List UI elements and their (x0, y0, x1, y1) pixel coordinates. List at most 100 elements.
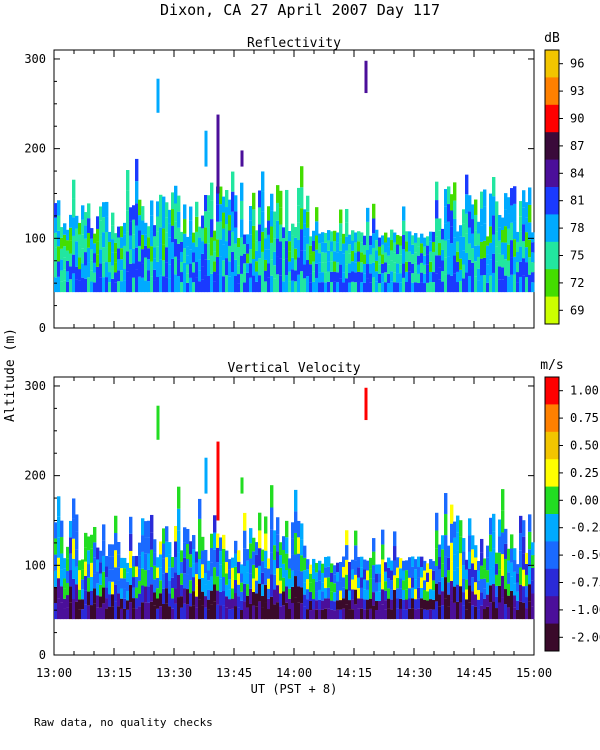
data-cell (309, 600, 313, 611)
data-cell (396, 598, 400, 609)
data-cell (207, 589, 211, 600)
data-cell (423, 609, 427, 620)
data-cell (507, 197, 511, 214)
data-cell (492, 601, 496, 620)
data-cell (420, 567, 424, 578)
data-cell (312, 558, 316, 569)
data-cell (132, 566, 136, 578)
data-cell (279, 555, 283, 568)
data-cell (315, 263, 319, 278)
data-cell (120, 568, 124, 579)
data-cell (126, 572, 130, 582)
data-cell (276, 274, 280, 293)
data-cell (213, 584, 217, 602)
data-cell (213, 281, 217, 293)
data-cell (387, 264, 391, 274)
data-cell (432, 580, 436, 591)
data-cell (129, 585, 133, 603)
data-cell (213, 251, 217, 262)
data-cell (456, 282, 460, 293)
data-cell (333, 251, 337, 262)
data-cell (390, 260, 394, 272)
data-cell (369, 588, 373, 599)
data-cell (432, 282, 436, 293)
data-cell (183, 573, 187, 589)
data-cell (72, 254, 76, 274)
data-cell (504, 558, 508, 574)
data-cell (399, 264, 403, 274)
data-cell (183, 204, 187, 220)
data-cell (165, 277, 169, 293)
data-cell (492, 215, 496, 235)
data-cell (99, 277, 103, 293)
data-cell (375, 260, 379, 272)
data-cell (60, 248, 64, 260)
data-cell (525, 608, 529, 620)
data-cell (348, 581, 352, 591)
data-cell (447, 606, 451, 620)
data-cell (432, 251, 436, 262)
data-cell (114, 515, 118, 533)
data-cell (387, 578, 391, 589)
data-cell (390, 580, 394, 590)
data-cell (81, 205, 85, 220)
data-cell (393, 589, 397, 605)
data-cell (507, 228, 511, 245)
data-cell (240, 273, 244, 293)
data-cell (105, 247, 109, 263)
data-cell (405, 281, 409, 293)
data-cell (438, 581, 442, 595)
data-cell (192, 563, 196, 578)
data-cell (450, 504, 454, 524)
data-cell (63, 280, 67, 293)
data-cell (168, 580, 172, 594)
data-cell (159, 227, 163, 244)
data-cell (192, 549, 196, 564)
data-cell (297, 553, 301, 571)
data-cell (165, 202, 169, 218)
data-cell (486, 236, 490, 246)
data-cell (204, 561, 208, 574)
data-cell (531, 580, 535, 594)
data-cell (261, 211, 265, 232)
data-cell (75, 531, 79, 550)
data-cell (390, 599, 394, 610)
data-cell (162, 528, 166, 544)
data-cell (267, 277, 271, 293)
data-cell (519, 261, 523, 277)
data-cell (462, 605, 466, 620)
data-cell (294, 259, 298, 271)
data-cell (252, 242, 256, 260)
data-cell (171, 557, 175, 568)
data-cell (378, 255, 382, 265)
data-cell (174, 185, 178, 204)
data-cell (159, 554, 163, 568)
data-cell (78, 234, 82, 246)
data-cell (123, 598, 127, 609)
data-cell (99, 584, 103, 597)
data-cell (369, 235, 373, 246)
data-cell (459, 258, 463, 270)
echo-feature (216, 114, 220, 194)
data-cell (276, 602, 280, 620)
data-cell (345, 236, 349, 251)
data-cell (315, 207, 319, 222)
data-cell (174, 588, 178, 604)
data-cell (129, 263, 133, 278)
data-cell (312, 230, 316, 242)
data-cell (312, 271, 316, 282)
data-cell (300, 539, 304, 556)
data-cell (87, 605, 91, 620)
data-cell (408, 282, 412, 293)
y-tick-label: 200 (24, 142, 46, 156)
data-cell (258, 530, 262, 549)
data-cell (444, 206, 448, 224)
data-cell (294, 248, 298, 260)
data-cell (489, 226, 493, 243)
data-cell (228, 599, 232, 610)
data-cell (63, 608, 67, 620)
data-cell (510, 576, 514, 591)
data-cell (510, 590, 514, 605)
data-cell (330, 231, 334, 242)
data-cell (207, 227, 211, 244)
